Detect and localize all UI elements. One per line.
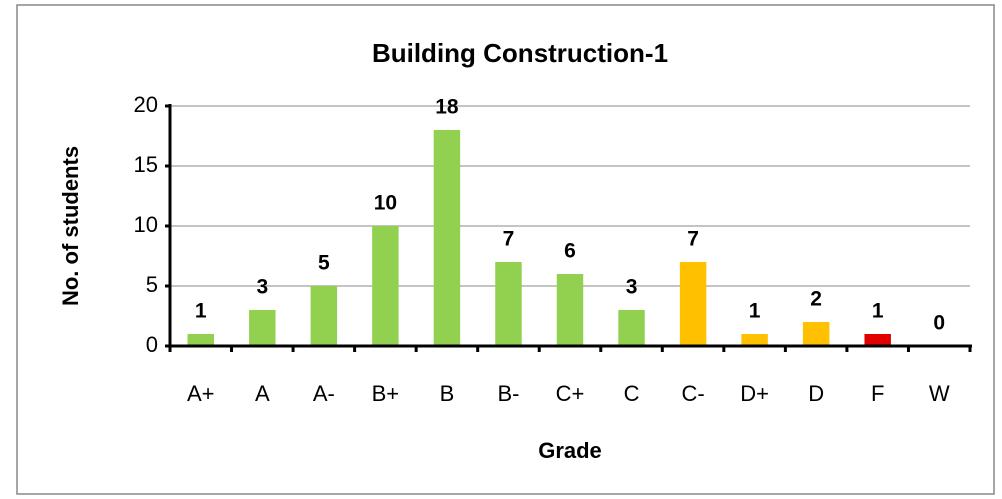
bar: [495, 262, 522, 346]
data-label: 2: [810, 288, 822, 311]
y-tick-label: 15: [134, 152, 158, 177]
data-label: 3: [256, 276, 268, 299]
chart-title: Building Construction-1: [372, 38, 668, 68]
bar: [864, 334, 891, 346]
y-tick-label: 5: [146, 272, 158, 297]
data-label: 5: [318, 252, 330, 275]
x-tick-label: A-: [313, 381, 335, 406]
bar: [310, 286, 338, 346]
x-tick-label: B-: [497, 381, 519, 406]
x-tick-label: C-: [681, 381, 704, 406]
x-tick-label: A: [255, 381, 270, 406]
bar: [618, 310, 645, 346]
y-axis-title: No. of students: [58, 146, 83, 306]
bar: [433, 130, 461, 346]
bar: [249, 310, 276, 346]
data-label: 1: [195, 300, 207, 323]
data-label: 0: [933, 312, 945, 335]
x-tick-label: B+: [372, 381, 400, 406]
bar: [187, 334, 214, 346]
x-tick-label: C: [624, 381, 640, 406]
data-label: 6: [564, 240, 576, 263]
x-tick-label: D+: [740, 381, 769, 406]
bar: [679, 262, 707, 346]
y-tick-label: 20: [134, 92, 158, 117]
data-label: 18: [435, 96, 459, 119]
bar: [802, 322, 830, 346]
y-tick-label: 0: [146, 332, 158, 357]
bar: [556, 274, 584, 346]
x-tick-label: D: [808, 381, 824, 406]
x-axis-title: Grade: [538, 438, 602, 463]
data-label: 7: [503, 228, 515, 251]
x-tick-label: B: [440, 381, 455, 406]
data-label: 7: [687, 228, 699, 251]
data-label: 1: [872, 300, 884, 323]
x-tick-label: A+: [187, 381, 215, 406]
bar: [372, 226, 399, 346]
bar: [741, 334, 768, 346]
chart-border: [16, 4, 995, 495]
data-label: 3: [626, 276, 638, 299]
data-label: 10: [374, 192, 397, 215]
x-tick-label: F: [871, 381, 884, 406]
x-tick-label: C+: [556, 381, 585, 406]
y-tick-label: 10: [134, 212, 158, 237]
data-label: 1: [749, 300, 761, 323]
x-tick-label: W: [929, 381, 950, 406]
